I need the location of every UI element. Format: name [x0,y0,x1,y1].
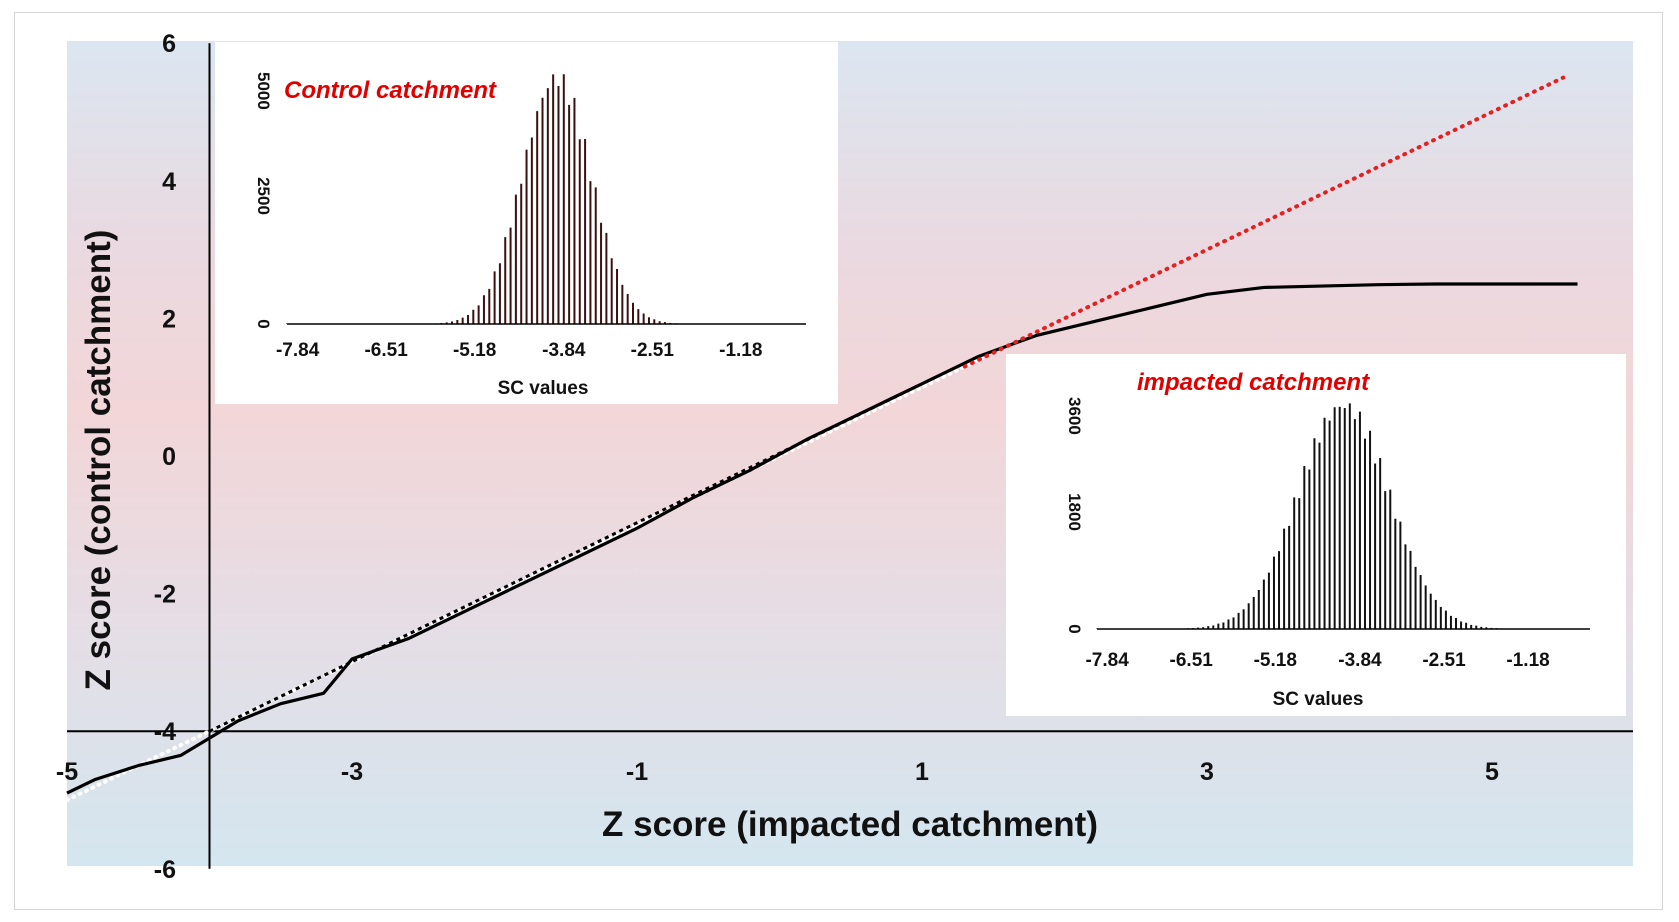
inset-impacted-title: impacted catchment [1137,369,1370,396]
x-tick-label: -1 [626,758,648,786]
inset-x-tick-label: -5.18 [1254,650,1297,671]
inset-x-tick-label: -7.84 [276,340,320,361]
y-axis-title: Z score (control catchment) [79,230,118,691]
inset-x-tick-label: -5.18 [453,340,496,361]
inset-impacted-catchment: impacted catchment SC values -7.84 -6.51 -… [1006,354,1626,716]
inset-x-tick-label: -1.18 [1506,650,1549,671]
y-tick-label: 6 [162,30,176,58]
figure-frame [14,12,1663,910]
inset-x-tick-label: -6.51 [364,340,408,361]
x-tick-label: -3 [341,758,363,786]
inset-control-xlabel: SC values [498,378,589,399]
y-tick-label: 4 [162,168,176,196]
inset-control-title: Control catchment [284,77,497,104]
inset-y-tick-label: 2500 [254,177,273,215]
y-tick-label: -6 [154,856,176,884]
y-tick-label: -2 [154,581,176,609]
inset-y-tick-label: 3600 [1065,397,1084,435]
inset-control-catchment: Control catchment SC values -7.84 -6.51 -5… [215,42,838,404]
reference-line-red [962,75,1566,369]
inset-impacted-background [1006,354,1626,716]
inset-x-tick-label: -2.51 [1422,650,1466,671]
inset-x-tick-label: -3.84 [1338,650,1382,671]
inset-x-tick-label: -7.84 [1085,650,1129,671]
inset-x-tick-label: -1.18 [719,340,762,361]
x-tick-label: -5 [56,758,78,786]
x-tick-label: 1 [915,758,929,786]
x-tick-label: 5 [1485,758,1499,786]
inset-x-tick-label: -3.84 [542,340,586,361]
x-axis-title: Z score (impacted catchment) [602,805,1098,844]
inset-y-tick-label: 1800 [1065,493,1084,531]
x-tick-label: 3 [1200,758,1214,786]
inset-y-tick-label: 0 [254,319,273,328]
inset-impacted-xlabel: SC values [1273,689,1364,710]
inset-y-tick-label: 0 [1065,624,1084,633]
observed-curve [66,282,1578,795]
inset-x-tick-label: -6.51 [1170,650,1214,671]
inset-x-tick-label: -2.51 [631,340,675,361]
y-tick-label: 0 [162,443,176,471]
y-tick-label: 2 [162,305,176,333]
inset-y-tick-label: 5000 [254,72,273,110]
